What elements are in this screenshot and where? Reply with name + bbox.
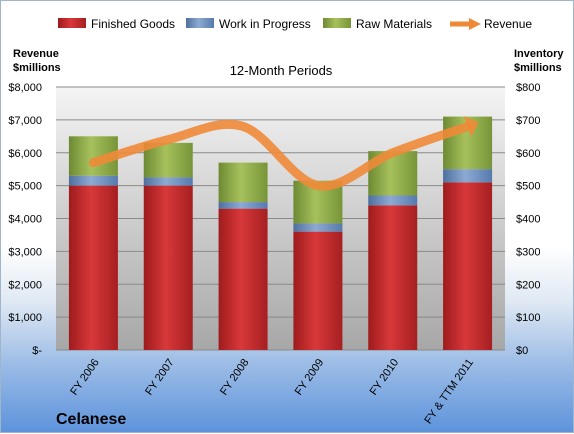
left-axis-title-line1: Revenue	[13, 48, 59, 60]
x-tick-label: FY 2009	[293, 357, 327, 398]
left-tick-label: $4,000	[8, 214, 42, 226]
x-tick-label: FY 2010	[368, 357, 402, 398]
bar-work-in-progress	[218, 202, 268, 209]
x-tick-label: FY 2008	[218, 357, 252, 398]
bar-finished-goods	[443, 182, 493, 350]
revenue-line-arrowhead	[463, 116, 479, 137]
left-tick-label: $5,000	[8, 181, 42, 193]
left-tick-label: $6,000	[8, 148, 42, 160]
right-axis-title-line2: $millions	[514, 62, 562, 74]
left-tick-label: $1,000	[8, 312, 42, 324]
bar-finished-goods	[68, 185, 118, 350]
legend-swatch-work-in-progress	[186, 18, 214, 28]
left-tick-label: $-	[32, 345, 42, 357]
bar-work-in-progress	[368, 195, 418, 206]
right-tick-label: $100	[516, 312, 540, 324]
x-tick-label: FY 2007	[143, 357, 177, 398]
right-tick-label: $600	[516, 148, 540, 160]
legend-label-finished-goods: Finished Goods	[91, 17, 175, 31]
legend-swatch-raw-materials	[323, 18, 351, 28]
bar-finished-goods	[368, 205, 418, 350]
left-tick-label: $2,000	[8, 279, 42, 291]
bar-work-in-progress	[68, 175, 118, 186]
x-axis-ticks: FY 2006 FY 2007 FY 2008 FY 2009 FY 2010 FY & …	[68, 357, 476, 426]
revenue-line	[88, 116, 479, 191]
left-axis-ticks: $- $1,000 $2,000 $3,000 $4,000 $5,000 $6,000 $7…	[8, 82, 42, 357]
legend-swatch-finished-goods	[58, 18, 86, 28]
right-axis-title-line1: Inventory	[514, 48, 564, 60]
bar-work-in-progress	[293, 223, 343, 232]
right-tick-label: $400	[516, 214, 540, 226]
chart-title: 12-Month Periods	[230, 63, 333, 78]
right-axis-ticks: $0 $100 $200 $300 $400 $500 $600 $700 $800	[516, 82, 540, 357]
bar-finished-goods	[143, 185, 193, 350]
bar-work-in-progress	[143, 177, 193, 186]
bar-raw-materials	[218, 162, 268, 203]
legend: Finished Goods Work in Progress Raw Mate…	[58, 17, 532, 31]
legend-label-work-in-progress: Work in Progress	[219, 17, 311, 31]
company-name: Celanese	[56, 411, 126, 428]
left-tick-label: $3,000	[8, 246, 42, 258]
bar-finished-goods	[218, 208, 268, 350]
left-tick-label: $7,000	[8, 115, 42, 127]
left-axis-title-line2: $millions	[13, 62, 61, 74]
right-tick-label: $700	[516, 115, 540, 127]
bar-work-in-progress	[443, 169, 493, 183]
right-tick-label: $800	[516, 82, 540, 94]
right-tick-label: $200	[516, 279, 540, 291]
legend-label-raw-materials: Raw Materials	[356, 17, 432, 31]
right-tick-label: $500	[516, 181, 540, 193]
x-tick-label: FY & TTM 2011	[422, 357, 476, 426]
revenue-line-path	[88, 119, 473, 191]
x-tick-label: FY 2006	[68, 357, 102, 398]
right-tick-label: $300	[516, 246, 540, 258]
legend-swatch-revenue-arrowhead	[469, 18, 481, 30]
bar-finished-goods	[293, 231, 343, 350]
grid-lines	[56, 86, 505, 351]
legend-label-revenue: Revenue	[484, 17, 532, 31]
left-tick-label: $8,000	[8, 82, 42, 94]
right-tick-label: $0	[516, 345, 528, 357]
